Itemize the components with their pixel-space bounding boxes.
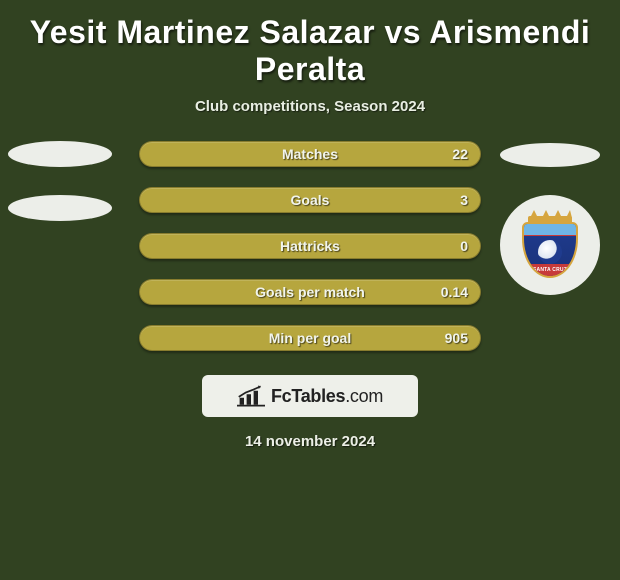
comparison-content: SANTA CRUZ Matches 22 Goals 3 Hattricks 0 Goal… xyxy=(0,141,620,450)
page-title: Yesit Martinez Salazar vs Arismendi Pera… xyxy=(0,0,620,92)
stat-row: Goals per match 0.14 xyxy=(139,279,481,305)
stat-row: Hattricks 0 xyxy=(139,233,481,259)
stat-value-right: 0 xyxy=(460,238,468,254)
right-avatar-and-crest: SANTA CRUZ xyxy=(500,143,600,295)
stat-rows: Matches 22 Goals 3 Hattricks 0 Goals per match… xyxy=(139,141,481,351)
fctables-logo: FcTables.com xyxy=(202,375,418,417)
player-avatar-placeholder-2 xyxy=(8,195,112,221)
player-avatar-placeholder-1 xyxy=(8,141,112,167)
stat-value-right: 905 xyxy=(445,330,468,346)
crest-crown xyxy=(528,210,572,222)
fctables-logo-text: FcTables.com xyxy=(271,386,383,407)
stat-label: Min per goal xyxy=(269,330,351,346)
stat-value-right: 0.14 xyxy=(441,284,468,300)
crest-body: SANTA CRUZ xyxy=(522,222,578,278)
bar-chart-icon xyxy=(237,385,265,407)
stat-row: Min per goal 905 xyxy=(139,325,481,351)
club-crest: SANTA CRUZ xyxy=(500,195,600,295)
stat-row: Goals 3 xyxy=(139,187,481,213)
date-text: 14 november 2024 xyxy=(0,433,620,450)
page-subtitle: Club competitions, Season 2024 xyxy=(0,98,620,115)
stat-label: Hattricks xyxy=(280,238,340,254)
stat-label: Goals xyxy=(291,192,330,208)
stat-label: Goals per match xyxy=(255,284,365,300)
left-avatar-placeholders xyxy=(8,141,114,221)
stat-row: Matches 22 xyxy=(139,141,481,167)
stat-value-right: 3 xyxy=(460,192,468,208)
stat-label: Matches xyxy=(282,146,338,162)
club-crest-shield: SANTA CRUZ xyxy=(519,210,581,280)
player-avatar-placeholder-3 xyxy=(500,143,600,167)
stat-value-right: 22 xyxy=(452,146,468,162)
crest-bottom-band-text: SANTA CRUZ xyxy=(524,264,576,276)
